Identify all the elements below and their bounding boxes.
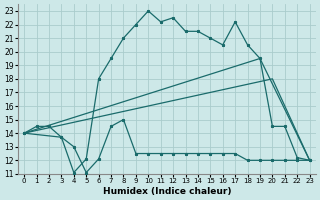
X-axis label: Humidex (Indice chaleur): Humidex (Indice chaleur)	[103, 187, 231, 196]
